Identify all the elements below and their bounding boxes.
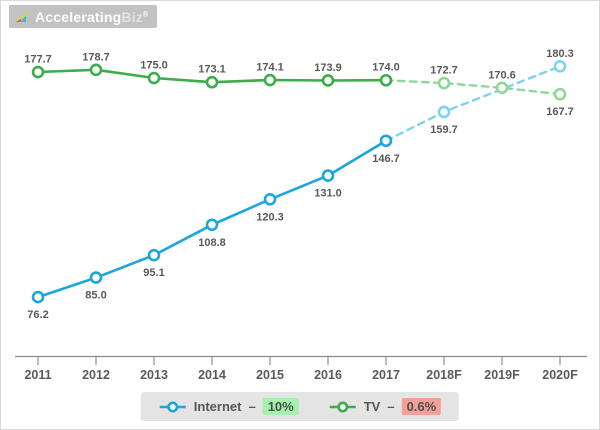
data-label-tv-2014: 173.1 [198,64,226,76]
data-point-internet-2014 [205,218,219,232]
data-point-tv-2016 [321,74,335,87]
growth-chart-icon [16,11,29,22]
data-label-internet-2011: 76.2 [27,309,48,321]
x-axis-label: 2020F [542,368,578,382]
data-label-internet-2013: 95.1 [143,267,164,279]
legend-item-tv: TV – 0.6% [329,398,442,415]
logo-brand-secondary: Biz [121,8,144,25]
logo-text: AcceleratingBiz® [35,10,148,24]
data-point-internet-2013 [147,248,161,262]
legend-change-internet: 10% [262,398,299,415]
x-axis-label: 2018F [426,368,462,382]
legend-change-tv: 0.6% [401,398,442,415]
data-label-tv-2017: 174.0 [372,62,400,74]
data-label-internet-2016: 131.0 [314,188,342,200]
data-point-internet-2016 [321,169,335,182]
data-point-tv-2015 [263,73,277,87]
data-point-tv-2018F [437,76,451,90]
logo: AcceleratingBiz® [9,5,158,28]
data-label-internet-2017: 146.7 [372,153,400,165]
data-point-internet-2015 [263,192,277,206]
data-point-tv-2019F [495,81,509,95]
x-axis-label: 2017 [372,368,400,382]
tv-series-marker-icon [329,401,356,412]
x-axis-label: 2014 [198,368,226,382]
legend-item-internet: Internet – 10% [159,398,299,415]
data-point-internet-2011 [31,290,45,304]
data-label-internet-2012: 85.0 [85,290,106,302]
data-point-tv-2013 [147,71,161,85]
x-axis-label: 2015 [256,368,284,382]
data-label-tv-2019F: 170.6 [488,69,516,81]
data-label-tv-2016: 173.9 [314,62,342,74]
legend-separator: – [248,399,256,414]
data-point-tv-2011 [31,65,45,79]
x-axis-label: 2011 [24,368,51,382]
data-label-internet-2020F: 180.3 [546,48,574,60]
x-axis-label: 2019F [484,368,520,382]
data-point-tv-2020F [553,87,567,101]
logo-registered-mark: ® [143,10,149,18]
x-axis-label: 2013 [140,368,168,382]
data-label-tv-2011: 177.7 [24,54,52,66]
data-label-tv-2018F: 172.7 [430,65,458,77]
data-label-tv-2012: 178.7 [82,51,110,63]
data-label-internet-2015: 120.3 [256,211,284,223]
data-point-internet-2020F [553,59,567,73]
data-point-tv-2017 [379,73,393,87]
data-point-internet-2018F [437,105,451,119]
legend-separator: – [387,399,395,414]
data-label-internet-2014: 108.8 [198,237,226,249]
series-forecast-line-internet [384,65,562,143]
internet-series-marker-icon [159,401,186,412]
data-point-internet-2017 [379,134,393,148]
chart-legend: Internet – 10% TV – 0.6% [140,392,460,421]
legend-label-tv: TV [363,399,381,414]
data-point-tv-2012 [89,63,103,77]
x-axis-label: 2016 [314,368,342,382]
logo-brand-primary: Accelerating [35,8,122,25]
data-label-internet-2018F: 159.7 [430,124,458,136]
data-point-tv-2014 [205,75,219,89]
legend-label-internet: Internet [193,399,242,414]
x-axis-label: 2012 [82,368,110,382]
data-label-tv-2020F: 167.7 [546,106,574,118]
data-label-tv-2013: 175.0 [140,60,168,72]
series-forecast-line-tv [384,78,562,96]
data-label-tv-2015: 174.1 [256,62,284,74]
data-point-internet-2012 [89,271,103,284]
